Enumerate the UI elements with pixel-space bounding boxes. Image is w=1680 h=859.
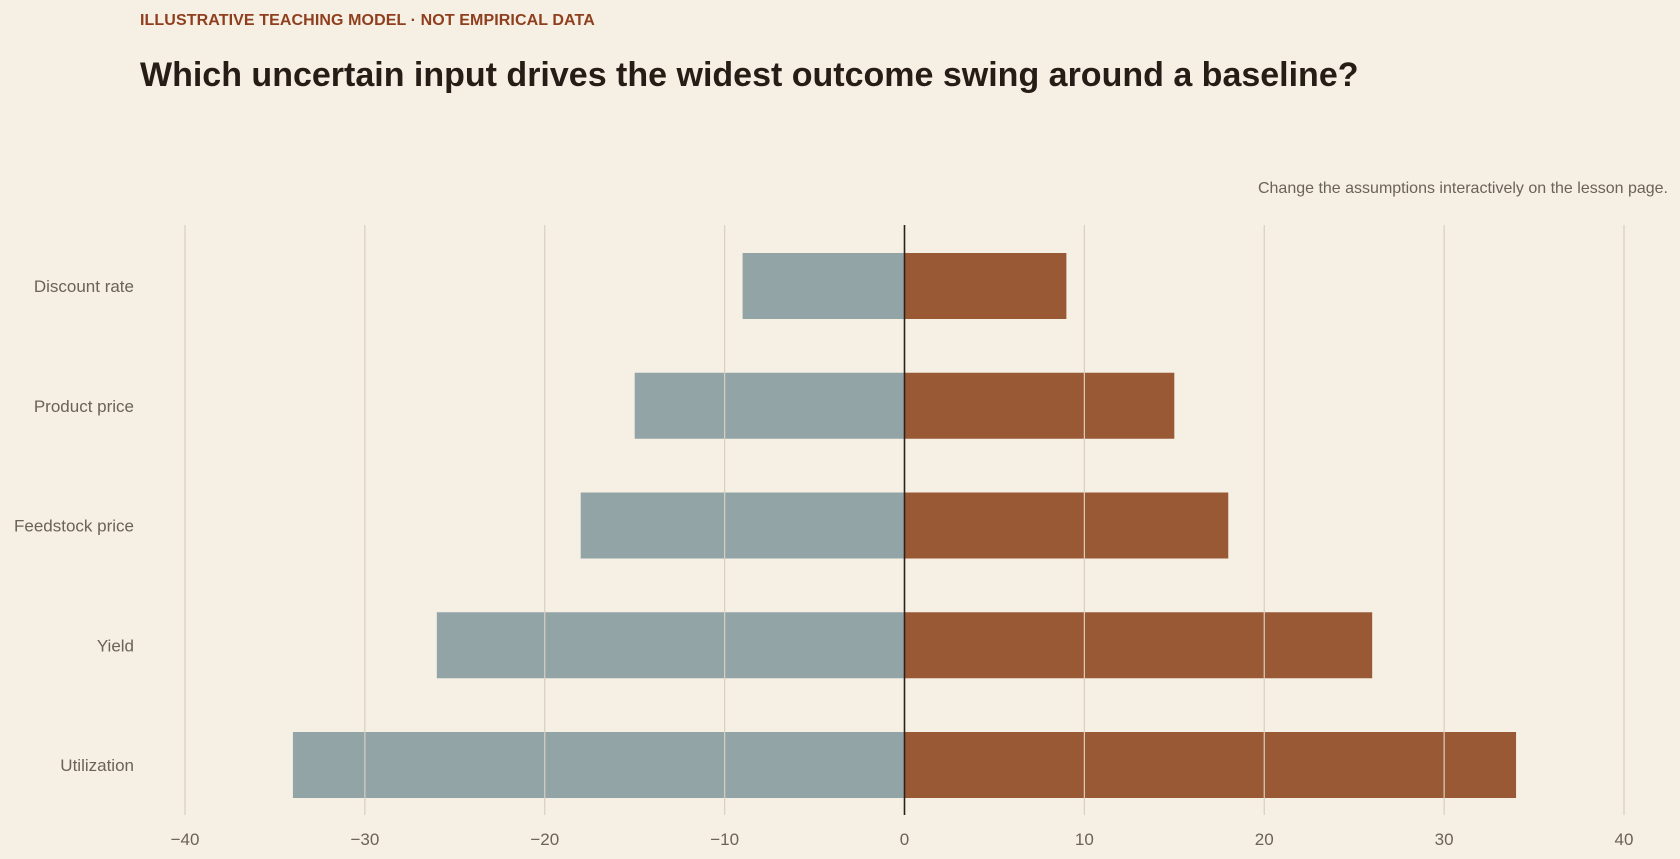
category-label: Utilization [60, 756, 134, 775]
x-tick-label: 20 [1255, 830, 1274, 849]
bar-low-0 [742, 253, 905, 319]
x-tick-label: −30 [350, 830, 379, 849]
bar-high-3 [904, 612, 1373, 679]
chart-note: Change the assumptions interactively on … [1257, 180, 1668, 197]
category-labels: Discount rate Product price Feedstock pric… [14, 277, 134, 775]
x-tick-label: −20 [530, 830, 559, 849]
page-title: Which uncertain input drives the widest … [140, 56, 1359, 94]
x-tick-labels: −40 −30 −20 −10 0 10 20 30 40 [171, 830, 1634, 849]
x-tick-label: 0 [900, 830, 909, 849]
bar-high-4 [904, 732, 1517, 798]
category-label: Product price [34, 397, 134, 416]
x-tick-label: 40 [1615, 830, 1634, 849]
bar-low-3 [436, 612, 905, 679]
x-tick-label: −10 [710, 830, 739, 849]
eyebrow-label: ILLUSTRATIVE TEACHING MODEL · NOT EMPIRI… [140, 12, 595, 29]
bar-low-1 [634, 372, 905, 439]
x-tick-label: 10 [1075, 830, 1094, 849]
bar-low-4 [292, 732, 905, 798]
category-label: Feedstock price [14, 517, 134, 536]
bar-high-1 [904, 372, 1175, 439]
gridlines [184, 225, 1625, 815]
bar-high-0 [904, 253, 1067, 319]
bars [292, 253, 1517, 798]
bar-low-2 [580, 492, 905, 559]
category-label: Yield [97, 636, 134, 655]
x-tick-label: −40 [171, 830, 200, 849]
x-tick-label: 30 [1435, 830, 1454, 849]
category-label: Discount rate [34, 277, 134, 296]
bar-high-2 [904, 492, 1229, 559]
